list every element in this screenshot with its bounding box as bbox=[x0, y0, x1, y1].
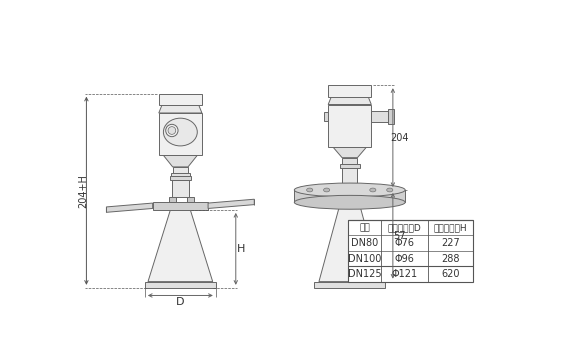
Polygon shape bbox=[159, 105, 202, 113]
Text: 288: 288 bbox=[442, 253, 460, 264]
Ellipse shape bbox=[294, 183, 405, 197]
Bar bbox=[342, 168, 357, 183]
Polygon shape bbox=[328, 97, 372, 104]
Bar bbox=[182, 127, 193, 135]
Bar bbox=[159, 113, 202, 155]
Text: D: D bbox=[176, 297, 184, 306]
Bar bbox=[294, 190, 405, 202]
Bar bbox=[328, 104, 372, 147]
Text: 227: 227 bbox=[441, 238, 460, 248]
Polygon shape bbox=[163, 155, 197, 167]
Text: DN100: DN100 bbox=[348, 253, 381, 264]
Text: 620: 620 bbox=[442, 269, 460, 279]
Bar bbox=[342, 158, 357, 164]
Ellipse shape bbox=[370, 188, 376, 192]
Bar bbox=[187, 197, 194, 202]
Bar bbox=[159, 94, 202, 105]
Polygon shape bbox=[148, 210, 213, 282]
Text: 57: 57 bbox=[393, 231, 405, 241]
Ellipse shape bbox=[324, 188, 329, 192]
Bar bbox=[372, 111, 388, 122]
Bar bbox=[182, 134, 188, 138]
Bar bbox=[388, 109, 394, 124]
Ellipse shape bbox=[163, 118, 197, 146]
Bar bbox=[172, 180, 189, 197]
Text: Φ96: Φ96 bbox=[394, 253, 414, 264]
Polygon shape bbox=[333, 147, 366, 158]
Text: H: H bbox=[237, 244, 245, 254]
Text: 喇叭口高度H: 喇叭口高度H bbox=[434, 223, 467, 232]
Bar bbox=[169, 197, 176, 202]
Bar bbox=[145, 282, 216, 288]
Ellipse shape bbox=[168, 127, 176, 134]
Text: DN125: DN125 bbox=[348, 269, 381, 279]
Text: Φ121: Φ121 bbox=[391, 269, 418, 279]
Text: DN80: DN80 bbox=[351, 238, 378, 248]
Text: 204: 204 bbox=[390, 132, 409, 143]
Ellipse shape bbox=[166, 124, 178, 136]
Bar bbox=[340, 164, 360, 168]
Bar bbox=[152, 202, 208, 210]
Bar bbox=[324, 112, 328, 121]
Bar bbox=[328, 85, 372, 97]
Polygon shape bbox=[319, 202, 381, 282]
Bar bbox=[171, 173, 189, 176]
Text: Φ76: Φ76 bbox=[394, 238, 414, 248]
Ellipse shape bbox=[307, 188, 313, 192]
Bar bbox=[348, 220, 473, 282]
Bar bbox=[314, 282, 385, 288]
Polygon shape bbox=[208, 199, 254, 209]
Polygon shape bbox=[106, 203, 152, 212]
Bar bbox=[172, 167, 188, 173]
Text: 喇叭口直径D: 喇叭口直径D bbox=[387, 223, 421, 232]
Text: 法兰: 法兰 bbox=[359, 223, 370, 232]
Ellipse shape bbox=[387, 188, 393, 192]
Text: 204+H: 204+H bbox=[79, 174, 88, 208]
Bar bbox=[170, 176, 191, 180]
Ellipse shape bbox=[294, 195, 405, 209]
